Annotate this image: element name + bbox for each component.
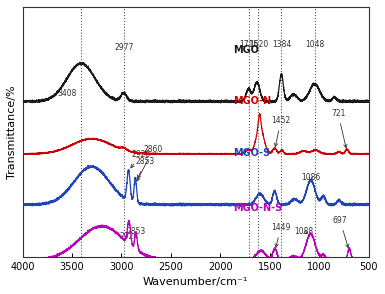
Text: 2860: 2860 (137, 145, 163, 181)
Text: 3408: 3408 (57, 89, 77, 98)
Text: 1048: 1048 (305, 40, 324, 49)
Text: 2853: 2853 (136, 157, 155, 178)
Text: MGO: MGO (233, 45, 259, 55)
Text: 1086: 1086 (301, 173, 320, 182)
Text: MGO-N: MGO-N (233, 96, 271, 106)
Text: 1620: 1620 (249, 40, 269, 49)
Text: 2924: 2924 (119, 232, 139, 240)
Text: 1088: 1088 (294, 227, 313, 236)
X-axis label: Wavenumber/cm⁻¹: Wavenumber/cm⁻¹ (143, 277, 248, 287)
Text: 721: 721 (331, 109, 347, 148)
Text: 2853: 2853 (126, 227, 146, 236)
Text: 1715: 1715 (239, 40, 258, 49)
Text: MGO-N-S: MGO-N-S (233, 203, 283, 213)
Text: 2928: 2928 (131, 150, 151, 168)
Text: 2977: 2977 (114, 43, 134, 52)
Text: 697: 697 (333, 216, 349, 248)
Y-axis label: Transmittance/%: Transmittance/% (7, 85, 17, 178)
Text: 1384: 1384 (272, 40, 291, 49)
Text: MGO-S: MGO-S (233, 148, 270, 158)
Text: 1452: 1452 (271, 116, 290, 147)
Text: 1449: 1449 (271, 223, 290, 247)
